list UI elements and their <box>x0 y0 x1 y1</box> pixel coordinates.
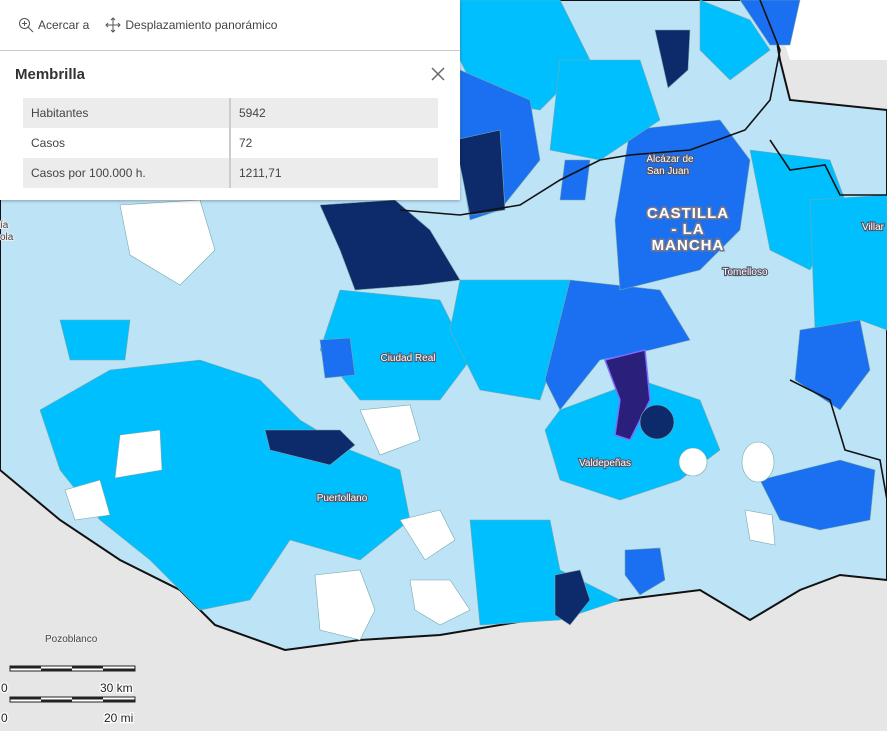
zoom-label: Acercar a <box>38 18 90 32</box>
toolbar: Acercar a Desplazamiento panorámico <box>0 0 460 51</box>
scale-label: 20 mi <box>104 711 133 725</box>
place-label: San Juan <box>647 166 689 177</box>
zoom-icon <box>19 18 34 33</box>
place-label: Alcázar de <box>646 154 694 165</box>
popup: Acercar a Desplazamiento panorámico Memb… <box>0 0 460 200</box>
place-label: ola <box>0 232 14 243</box>
scale-label: 30 km <box>100 681 133 695</box>
close-button[interactable] <box>430 66 446 82</box>
row: Habitantes 5942 <box>23 98 438 128</box>
pan-label: Desplazamiento panorámico <box>125 18 278 32</box>
popup-title: Membrilla <box>15 66 86 83</box>
field: Casos <box>23 128 231 158</box>
field: Casos por 100.000 h. <box>23 158 231 188</box>
row: Casos por 100.000 h. 1211,71 <box>23 158 438 188</box>
attribute-table: Habitantes 5942 Casos 72 Casos por 100.000… <box>23 98 438 188</box>
place-label: ía <box>0 220 9 231</box>
region-label: - LA <box>671 221 704 238</box>
border <box>399 0 887 501</box>
value: 72 <box>239 136 253 150</box>
municipalities <box>39 0 887 641</box>
pan-icon <box>105 17 122 33</box>
scale-bar: 0 30 km 0 20 mi <box>0 665 136 726</box>
place-label: Valdepeñas <box>579 458 631 469</box>
zoom-action[interactable]: Acercar a <box>18 17 89 33</box>
scale-label: 0 <box>1 681 8 695</box>
pan-action[interactable]: Desplazamiento panorámico <box>105 17 277 33</box>
place-label: Pozoblanco <box>45 634 98 645</box>
field: Habitantes <box>23 98 231 128</box>
region-label: MANCHA <box>652 237 725 254</box>
basemap <box>770 0 887 60</box>
place-label: Villar <box>862 222 885 233</box>
place-label: Puertollano <box>317 493 368 504</box>
scale-label: 0 <box>1 711 8 725</box>
row: Casos 72 <box>23 128 438 158</box>
region-label: CASTILLA <box>647 205 729 222</box>
place-label: Ciudad Real <box>380 353 435 364</box>
value: 1211,71 <box>230 158 438 188</box>
value: 5942 <box>230 98 438 128</box>
place-label: Tomelloso <box>722 267 767 278</box>
